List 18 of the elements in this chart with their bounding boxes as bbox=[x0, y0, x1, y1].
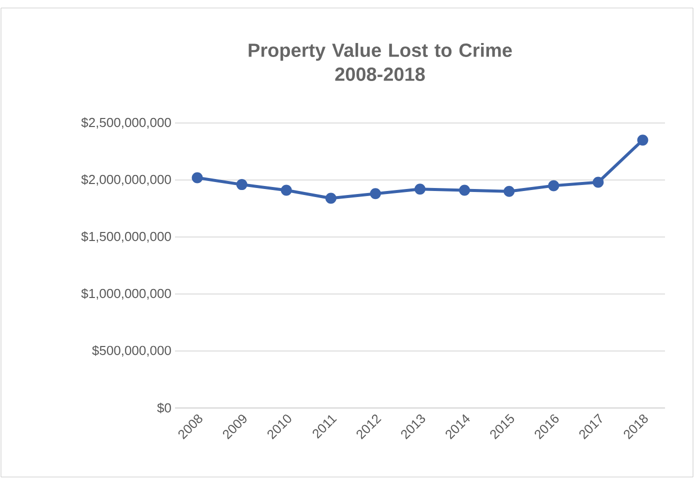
point bbox=[370, 188, 381, 200]
point bbox=[414, 184, 426, 195]
y-tick-label: $2,500,000,000 bbox=[81, 117, 171, 129]
chart-title: Property Value Lost to Crime 2008-2018 bbox=[248, 43, 512, 81]
point bbox=[459, 184, 470, 196]
point bbox=[637, 134, 648, 146]
point bbox=[280, 184, 292, 196]
y-tick-label: $0 bbox=[157, 402, 171, 414]
point bbox=[592, 176, 604, 188]
y-tick-label: $1,500,000,000 bbox=[81, 231, 171, 243]
point bbox=[548, 180, 560, 192]
point bbox=[325, 192, 336, 204]
point bbox=[504, 186, 515, 197]
y-tick-label: $1,000,000,000 bbox=[81, 288, 171, 300]
y-tick-label: $2,000,000,000 bbox=[81, 174, 171, 186]
y-tick-label: $500,000,000 bbox=[92, 345, 171, 357]
point bbox=[236, 179, 248, 190]
point bbox=[192, 172, 203, 184]
